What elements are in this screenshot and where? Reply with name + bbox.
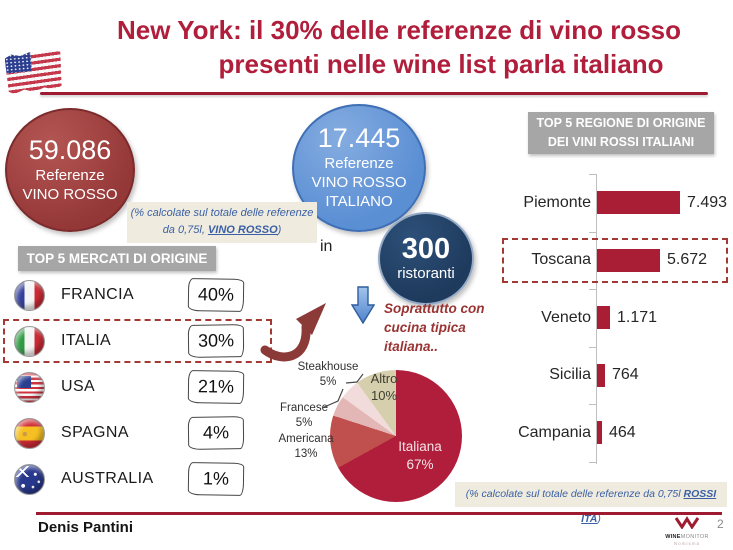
note-top-line2-prefix: da 0,75l, bbox=[162, 223, 208, 236]
market-country-label: ITALIA bbox=[61, 332, 112, 349]
red-bubble-line2: Referenze bbox=[35, 166, 105, 184]
note-top-line1: (% calcolate sul totale delle referenze bbox=[130, 207, 314, 219]
market-share-value: 1% bbox=[187, 462, 245, 496]
down-arrow-icon bbox=[351, 286, 375, 324]
note-rossi-ita: (% calcolate sul totale delle referenze … bbox=[455, 482, 727, 525]
pie-label-francese: Francese 5% bbox=[280, 402, 328, 429]
market-country-label: SPAGNA bbox=[61, 424, 129, 441]
market-row-spagna: SPAGNA 4% bbox=[0, 410, 312, 456]
navy-bubble-label: ristoranti bbox=[397, 265, 455, 283]
note-bottom-suffix: ) bbox=[597, 513, 601, 525]
bar-chart-axis bbox=[596, 174, 597, 464]
region-label: Toscana bbox=[531, 251, 591, 269]
navy-bubble-ristoranti: 300 ristoranti bbox=[378, 212, 474, 305]
region-label: Veneto bbox=[541, 308, 591, 326]
region-value: 7.493 bbox=[687, 193, 728, 211]
navy-bubble-value: 300 bbox=[401, 232, 451, 265]
blue-bubble-value: 17.445 bbox=[317, 123, 401, 154]
caption-line2: cucina tipica bbox=[384, 320, 466, 336]
caption-line3: italiana.. bbox=[384, 339, 439, 355]
region-label: Campania bbox=[518, 423, 591, 441]
caption-line1: Soprattutto con bbox=[384, 301, 485, 316]
note-bottom-prefix: (% calcolate sul totale delle referenze … bbox=[465, 488, 684, 500]
winemonitor-logo-mark-icon bbox=[674, 516, 700, 530]
axis-tick bbox=[589, 346, 596, 348]
market-share-value: 30% bbox=[187, 324, 245, 358]
winemonitor-logo-text: WINEMONITOR bbox=[665, 534, 709, 541]
region-bar bbox=[597, 306, 610, 330]
region-bar-row-veneto: Veneto 1.171 bbox=[503, 289, 731, 347]
region-bar-row-toscana: Toscana 5.672 bbox=[502, 232, 731, 290]
note-top-highlight: VINO ROSSO bbox=[207, 223, 278, 236]
market-share-value: 40% bbox=[187, 278, 245, 312]
usa-flag-icon bbox=[14, 371, 45, 403]
cuisine-pie bbox=[330, 370, 462, 502]
axis-tick bbox=[589, 404, 596, 405]
author-name: Denis Pantini bbox=[38, 519, 134, 536]
page-title: New York: il 30% delle referenze di vino… bbox=[88, 13, 710, 82]
region-bar bbox=[597, 421, 602, 445]
market-share-value: 21% bbox=[187, 370, 245, 404]
france-flag-icon bbox=[14, 279, 45, 311]
market-country-label: AUSTRALIA bbox=[61, 470, 154, 487]
region-bar-row-piemonte: Piemonte 7.493 bbox=[503, 174, 731, 232]
caption-cucina-italiana: Soprattutto con cucina tipica italiana.. bbox=[384, 299, 504, 356]
in-connector-label: in bbox=[320, 238, 333, 255]
title-line-2: presenti nelle wine list parla italiano bbox=[218, 49, 664, 80]
region-bar-row-campania: Campania 464 bbox=[503, 404, 731, 462]
winemonitor-logo-subtext: Nomisma bbox=[673, 540, 700, 546]
australia-flag-icon bbox=[14, 463, 45, 495]
market-row-australia: AUSTRALIA 1% bbox=[0, 456, 312, 502]
market-share-value: 4% bbox=[187, 416, 245, 450]
italy-flag-icon bbox=[14, 325, 45, 357]
blue-bubble-line4: ITALIANO bbox=[325, 193, 393, 211]
winemonitor-logo: WINEMONITOR Nomisma bbox=[664, 515, 710, 546]
page-number: 2 bbox=[717, 517, 724, 531]
region-value: 464 bbox=[609, 423, 636, 441]
regions-header-line1: TOP 5 REGIONE DI ORIGINE bbox=[536, 116, 706, 131]
region-bars: Piemonte 7.493 Toscana 5.672 Veneto 1.171 Sici… bbox=[502, 174, 731, 466]
markets-list: FRANCIA 40% ITALIA 30% USA 21% SPAGNA 4% AUSTRAL… bbox=[0, 272, 312, 502]
title-underline bbox=[40, 92, 708, 95]
market-country-label: USA bbox=[61, 378, 96, 395]
regions-header-line2: DEI VINI ROSSI ITALIANI bbox=[547, 135, 695, 149]
region-bar bbox=[597, 248, 660, 272]
markets-section-header: TOP 5 MERCATI DI ORIGINE bbox=[18, 246, 216, 271]
title-line-1: New York: il 30% delle referenze di vino… bbox=[116, 15, 681, 45]
spain-flag-icon bbox=[14, 417, 45, 449]
region-value: 1.171 bbox=[617, 308, 658, 326]
market-country-label: FRANCIA bbox=[61, 286, 135, 303]
axis-tick bbox=[589, 289, 596, 290]
region-label: Sicilia bbox=[549, 366, 591, 384]
red-bubble-line3: VINO ROSSO bbox=[22, 185, 118, 203]
region-value: 764 bbox=[612, 366, 639, 384]
region-bar-row-sicilia: Sicilia 764 bbox=[503, 347, 731, 405]
red-bubble-vino-rosso: 59.086 Referenze VINO ROSSO bbox=[5, 108, 135, 232]
region-bar bbox=[597, 363, 605, 387]
region-label: Piemonte bbox=[523, 193, 591, 211]
note-bottom-highlight: ROSSI ITA bbox=[581, 488, 717, 525]
blue-bubble-line2: Referenze bbox=[324, 155, 394, 173]
axis-tick bbox=[589, 174, 596, 175]
region-bar bbox=[597, 191, 680, 215]
red-bubble-value: 59.086 bbox=[28, 134, 112, 165]
blue-bubble-line3: VINO ROSSO bbox=[311, 174, 407, 192]
pie-label-steakhouse: Steakhouse 5% bbox=[297, 361, 359, 388]
pie-label-italiana: Italiana 67% bbox=[398, 439, 442, 472]
pie-label-americana: Americana 13% bbox=[278, 433, 334, 460]
footer-rule bbox=[36, 512, 722, 515]
axis-tick bbox=[589, 461, 596, 463]
note-top-suffix: ) bbox=[277, 223, 282, 236]
usa-waving-flag-icon bbox=[4, 48, 64, 97]
market-row-italia: ITALIA 30% bbox=[0, 318, 312, 364]
note-vino-rosso: (% calcolate sul totale delle referenze … bbox=[127, 202, 317, 243]
regions-section-header: TOP 5 REGIONE DI ORIGINE DEI VINI ROSSI … bbox=[528, 112, 714, 154]
region-value: 5.672 bbox=[667, 251, 708, 269]
market-row-francia: FRANCIA 40% bbox=[0, 272, 312, 318]
pie-label-altro: Altro 10% bbox=[370, 371, 398, 403]
market-row-usa: USA 21% bbox=[0, 364, 312, 410]
axis-tick bbox=[589, 231, 596, 233]
